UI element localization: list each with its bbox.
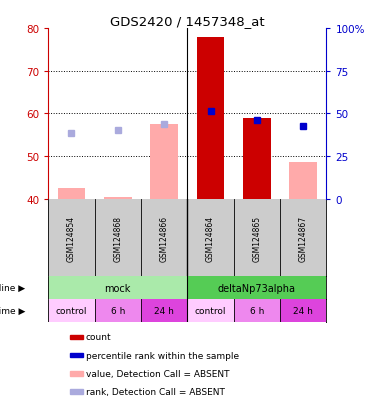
Title: GDS2420 / 1457348_at: GDS2420 / 1457348_at bbox=[110, 15, 265, 28]
Bar bbox=[197, 38, 224, 199]
Text: control: control bbox=[195, 306, 226, 315]
Bar bbox=[48, 277, 187, 299]
Text: mock: mock bbox=[105, 283, 131, 293]
Text: time ▶: time ▶ bbox=[0, 306, 25, 315]
Bar bbox=[70, 353, 83, 357]
Bar bbox=[104, 197, 132, 199]
Bar bbox=[58, 189, 85, 199]
Bar bbox=[70, 335, 83, 339]
Bar bbox=[187, 277, 326, 299]
Bar bbox=[234, 299, 280, 322]
Bar bbox=[187, 299, 234, 322]
Text: GSM124867: GSM124867 bbox=[299, 215, 308, 261]
Bar bbox=[243, 119, 271, 199]
Text: value, Detection Call = ABSENT: value, Detection Call = ABSENT bbox=[86, 369, 229, 378]
Text: rank, Detection Call = ABSENT: rank, Detection Call = ABSENT bbox=[86, 387, 225, 396]
Bar bbox=[280, 299, 326, 322]
Text: GSM124865: GSM124865 bbox=[252, 215, 262, 261]
Text: percentile rank within the sample: percentile rank within the sample bbox=[86, 351, 239, 360]
Text: 6 h: 6 h bbox=[111, 306, 125, 315]
Text: 24 h: 24 h bbox=[293, 306, 313, 315]
Bar bbox=[289, 163, 317, 199]
Text: GSM124866: GSM124866 bbox=[160, 215, 169, 261]
Text: GSM124854: GSM124854 bbox=[67, 215, 76, 261]
Text: 24 h: 24 h bbox=[154, 306, 174, 315]
Text: GSM124868: GSM124868 bbox=[113, 215, 122, 261]
Bar bbox=[70, 371, 83, 375]
Bar bbox=[95, 299, 141, 322]
Bar bbox=[70, 389, 83, 394]
Text: deltaNp73alpha: deltaNp73alpha bbox=[218, 283, 296, 293]
Bar bbox=[48, 299, 95, 322]
Text: GSM124864: GSM124864 bbox=[206, 215, 215, 261]
Text: 6 h: 6 h bbox=[250, 306, 264, 315]
Text: count: count bbox=[86, 332, 111, 342]
Text: cell line ▶: cell line ▶ bbox=[0, 284, 25, 292]
Bar bbox=[141, 299, 187, 322]
Text: control: control bbox=[56, 306, 87, 315]
Bar bbox=[150, 125, 178, 199]
